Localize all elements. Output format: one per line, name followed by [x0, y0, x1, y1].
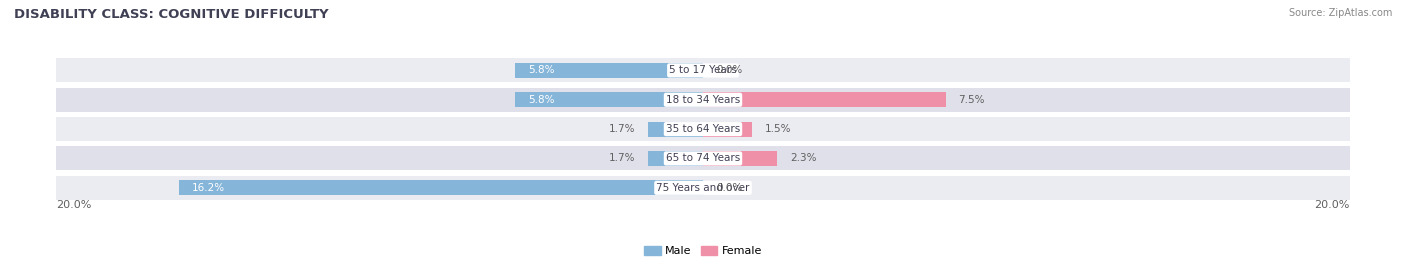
Text: 20.0%: 20.0%	[56, 200, 91, 210]
Text: 75 Years and over: 75 Years and over	[657, 183, 749, 193]
Legend: Male, Female: Male, Female	[640, 241, 766, 261]
Bar	[648, 151, 703, 166]
Bar	[703, 122, 752, 137]
Bar	[648, 122, 703, 137]
Text: 2.3%: 2.3%	[790, 154, 817, 164]
Text: DISABILITY CLASS: COGNITIVE DIFFICULTY: DISABILITY CLASS: COGNITIVE DIFFICULTY	[14, 8, 329, 21]
Text: 16.2%: 16.2%	[193, 183, 225, 193]
Text: 0.0%: 0.0%	[716, 183, 742, 193]
Text: 1.7%: 1.7%	[609, 154, 636, 164]
Text: 5.8%: 5.8%	[529, 95, 555, 105]
Text: Source: ZipAtlas.com: Source: ZipAtlas.com	[1288, 8, 1392, 18]
Bar	[56, 176, 1350, 200]
Text: 35 to 64 Years: 35 to 64 Years	[666, 124, 740, 134]
Text: 18 to 34 Years: 18 to 34 Years	[666, 95, 740, 105]
Bar	[516, 92, 703, 107]
Bar	[56, 58, 1350, 83]
Text: 5 to 17 Years: 5 to 17 Years	[669, 65, 737, 75]
Text: 1.7%: 1.7%	[609, 124, 636, 134]
Text: 0.0%: 0.0%	[716, 65, 742, 75]
Text: 1.5%: 1.5%	[765, 124, 792, 134]
Text: 65 to 74 Years: 65 to 74 Years	[666, 154, 740, 164]
Text: 7.5%: 7.5%	[959, 95, 986, 105]
Bar	[56, 146, 1350, 171]
Bar	[516, 63, 703, 78]
Bar	[703, 151, 778, 166]
Text: 20.0%: 20.0%	[1315, 200, 1350, 210]
Bar	[703, 92, 945, 107]
Bar	[56, 88, 1350, 112]
Text: 5.8%: 5.8%	[529, 65, 555, 75]
Bar	[56, 117, 1350, 141]
Bar	[179, 180, 703, 195]
